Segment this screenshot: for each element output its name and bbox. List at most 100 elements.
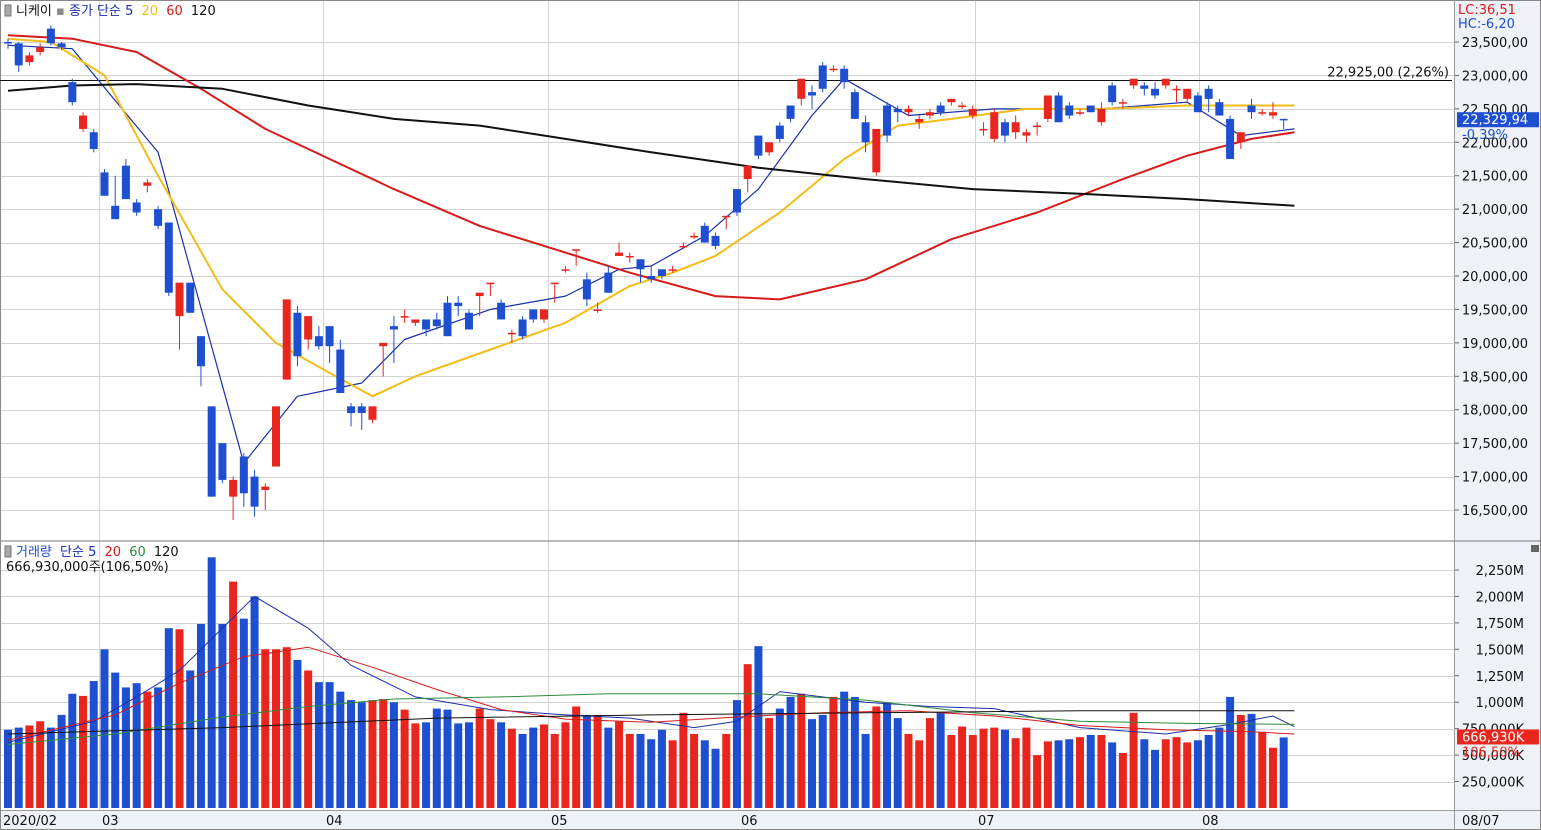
volume-bar: [422, 722, 431, 808]
volume-bar: [196, 623, 205, 808]
candle-body: [379, 342, 388, 347]
candle: [1054, 92, 1063, 123]
candle: [304, 316, 313, 350]
candle-body: [743, 165, 752, 180]
candle: [1193, 92, 1202, 113]
candle: [883, 102, 892, 143]
candle: [947, 98, 956, 106]
candle: [379, 342, 388, 377]
volume-bar: [797, 693, 806, 808]
volume-bar: [154, 687, 163, 808]
volume-bar: [540, 724, 548, 808]
candle: [915, 115, 924, 129]
candle-body: [261, 486, 270, 490]
candle-body: [958, 105, 967, 108]
candle-body: [593, 309, 602, 311]
volume-bar: [143, 691, 152, 808]
candle-body: [464, 312, 473, 330]
price-legend-toggle-icon[interactable]: [4, 4, 12, 17]
current-price-box: [1457, 112, 1539, 128]
candle-body: [808, 92, 816, 96]
candle: [411, 319, 420, 327]
volume-bar: [1268, 747, 1277, 808]
candle-body: [850, 92, 859, 119]
candle: [679, 242, 688, 250]
candle: [1000, 118, 1009, 143]
volume-bar: [958, 726, 967, 808]
candle-body: [732, 189, 741, 213]
candle: [647, 265, 656, 283]
candle-body: [690, 235, 699, 238]
volume-bar: [111, 672, 120, 808]
volume-bar: [57, 714, 66, 808]
candle-body: [1258, 112, 1267, 114]
volume-bar: [507, 728, 516, 808]
ma-line-120: [7, 83, 1295, 207]
volume-bar: [861, 733, 870, 808]
candle: [79, 112, 88, 133]
candle: [1268, 102, 1277, 119]
volume-legend-toggle-icon[interactable]: [4, 545, 12, 558]
candle-body: [400, 316, 409, 318]
volume-tick-label: 2,000M: [1476, 590, 1524, 605]
candle: [797, 78, 806, 106]
candle: [261, 483, 270, 510]
price-axis-ticks: 23,500,0023,000,0022,500,0022,000,0021,5…: [1455, 36, 1528, 519]
volume-bar: [1226, 696, 1235, 808]
candle: [904, 105, 913, 116]
candle: [89, 128, 98, 153]
candle-body: [625, 255, 634, 258]
volume-bar: [68, 693, 77, 808]
candle-body: [497, 302, 506, 320]
volume-tick-label: 250,000K: [1462, 776, 1525, 791]
candle: [432, 312, 441, 330]
candle-body: [411, 319, 420, 323]
candle: [1108, 82, 1117, 106]
candle: [1118, 98, 1127, 109]
candle: [1161, 78, 1170, 89]
price-tick-label: 16,500,00: [1462, 504, 1528, 519]
volume-tick-label: 1,250M: [1476, 670, 1524, 685]
price-tick-label: 19,500,00: [1462, 303, 1528, 318]
candle: [893, 105, 902, 123]
volume-panel-close-icon[interactable]: [1531, 545, 1539, 552]
candle-body: [1236, 132, 1245, 143]
candle: [154, 205, 163, 230]
candle-body: [1140, 85, 1149, 89]
volume-legend: 거래량 단순 5 20 60 120: [16, 545, 179, 560]
volume-legend-ma20: 20: [105, 545, 122, 560]
candle-body: [389, 326, 398, 330]
candle-body: [272, 406, 280, 467]
volume-bar: [582, 714, 591, 808]
candlesticks: [4, 25, 1288, 521]
volume-bar: [368, 700, 377, 808]
candle: [368, 406, 377, 424]
candle: [1033, 122, 1042, 136]
candle: [486, 282, 495, 297]
candle: [1226, 115, 1235, 159]
candle: [229, 476, 238, 521]
candle-body: [904, 108, 913, 113]
volume-legend-ma120: 120: [154, 545, 179, 560]
candle: [4, 38, 12, 49]
price-tick-label: 22,000,00: [1462, 136, 1528, 151]
price-tick-label: 21,000,00: [1462, 203, 1528, 218]
volume-ma-line-60: [7, 693, 1295, 745]
current-volume-label: 666,930K: [1462, 730, 1525, 745]
candle-body: [507, 332, 516, 335]
volume-bar: [915, 740, 924, 808]
candle-body: [1279, 118, 1288, 121]
candle: [196, 336, 205, 387]
candle-body: [1033, 125, 1042, 128]
candle-body: [968, 108, 977, 116]
candle-body: [936, 105, 945, 113]
volume-bar: [1151, 749, 1160, 808]
volume-bar: [100, 649, 109, 808]
candle-body: [1065, 105, 1074, 116]
volume-bar: [550, 733, 559, 808]
candle: [582, 272, 591, 307]
candle-body: [14, 43, 23, 66]
candle-body: [314, 336, 323, 347]
volume-bar: [647, 739, 656, 808]
